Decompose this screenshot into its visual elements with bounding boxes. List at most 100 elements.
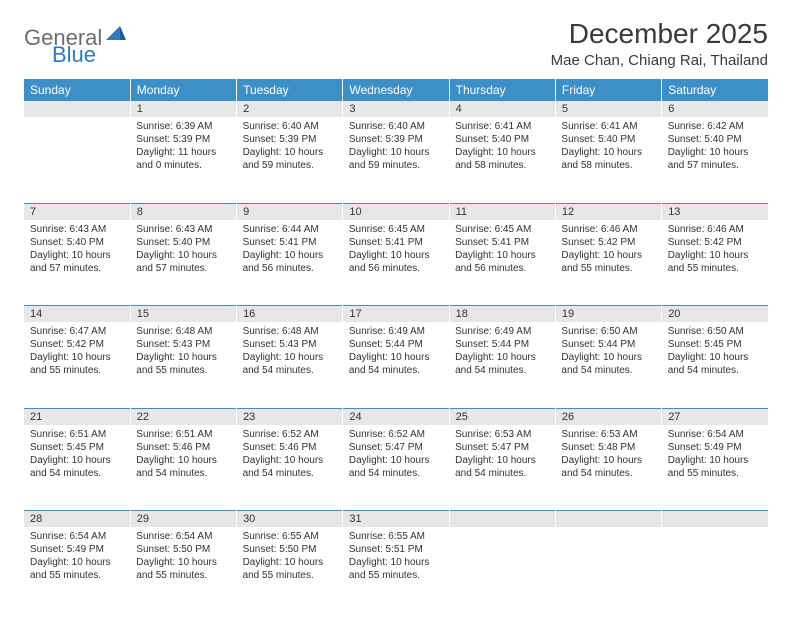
sunrise-text: Sunrise: 6:51 AM (30, 428, 124, 441)
sunrise-text: Sunrise: 6:50 AM (561, 325, 655, 338)
day-number-cell: 18 (449, 306, 555, 323)
sunrise-text: Sunrise: 6:54 AM (136, 530, 230, 543)
sunset-text: Sunset: 5:41 PM (243, 236, 337, 249)
daylight-text: Daylight: 10 hours and 56 minutes. (455, 249, 549, 275)
week-row: Sunrise: 6:39 AMSunset: 5:39 PMDaylight:… (24, 117, 768, 203)
day-cell-content: Sunrise: 6:48 AMSunset: 5:43 PMDaylight:… (237, 322, 343, 383)
day-number-cell (24, 101, 130, 117)
daylight-text: Daylight: 11 hours and 0 minutes. (136, 146, 230, 172)
day-number-cell: 28 (24, 511, 130, 528)
day-cell-content: Sunrise: 6:55 AMSunset: 5:51 PMDaylight:… (343, 527, 449, 588)
sunrise-text: Sunrise: 6:48 AM (243, 325, 337, 338)
day-cell-content: Sunrise: 6:54 AMSunset: 5:49 PMDaylight:… (662, 425, 768, 486)
day-cell-content: Sunrise: 6:55 AMSunset: 5:50 PMDaylight:… (237, 527, 343, 588)
daylight-text: Daylight: 10 hours and 55 minutes. (30, 351, 124, 377)
day-number-cell: 12 (555, 203, 661, 220)
day-cell-content: Sunrise: 6:46 AMSunset: 5:42 PMDaylight:… (555, 220, 661, 281)
day-cell-content: Sunrise: 6:50 AMSunset: 5:45 PMDaylight:… (662, 322, 768, 383)
day-cell-content: Sunrise: 6:43 AMSunset: 5:40 PMDaylight:… (24, 220, 130, 281)
day-cell: Sunrise: 6:50 AMSunset: 5:44 PMDaylight:… (555, 322, 661, 408)
sunrise-text: Sunrise: 6:53 AM (455, 428, 549, 441)
day-number-cell: 14 (24, 306, 130, 323)
daylight-text: Daylight: 10 hours and 54 minutes. (668, 351, 762, 377)
day-number-cell: 10 (343, 203, 449, 220)
sunrise-text: Sunrise: 6:49 AM (455, 325, 549, 338)
day-cell: Sunrise: 6:48 AMSunset: 5:43 PMDaylight:… (237, 322, 343, 408)
title-block: December 2025 Mae Chan, Chiang Rai, Thai… (551, 18, 768, 69)
day-cell-content: Sunrise: 6:45 AMSunset: 5:41 PMDaylight:… (343, 220, 449, 281)
day-cell: Sunrise: 6:43 AMSunset: 5:40 PMDaylight:… (130, 220, 236, 306)
page-header: General December 2025 Mae Chan, Chiang R… (24, 18, 768, 69)
day-cell-content: Sunrise: 6:48 AMSunset: 5:43 PMDaylight:… (130, 322, 236, 383)
weekday-header: Sunday (24, 79, 130, 101)
sunrise-text: Sunrise: 6:50 AM (668, 325, 762, 338)
day-number-cell (555, 511, 661, 528)
week-row: Sunrise: 6:43 AMSunset: 5:40 PMDaylight:… (24, 220, 768, 306)
sunset-text: Sunset: 5:40 PM (136, 236, 230, 249)
day-cell (555, 527, 661, 613)
day-number-cell: 8 (130, 203, 236, 220)
day-cell: Sunrise: 6:52 AMSunset: 5:47 PMDaylight:… (343, 425, 449, 511)
day-cell-content: Sunrise: 6:47 AMSunset: 5:42 PMDaylight:… (24, 322, 130, 383)
sunrise-text: Sunrise: 6:46 AM (561, 223, 655, 236)
daylight-text: Daylight: 10 hours and 55 minutes. (668, 249, 762, 275)
day-number-cell: 1 (130, 101, 236, 117)
day-cell: Sunrise: 6:54 AMSunset: 5:49 PMDaylight:… (24, 527, 130, 613)
daylight-text: Daylight: 10 hours and 54 minutes. (561, 454, 655, 480)
sunset-text: Sunset: 5:39 PM (136, 133, 230, 146)
sunset-text: Sunset: 5:46 PM (243, 441, 337, 454)
sunset-text: Sunset: 5:40 PM (668, 133, 762, 146)
day-cell: Sunrise: 6:45 AMSunset: 5:41 PMDaylight:… (343, 220, 449, 306)
sunrise-text: Sunrise: 6:48 AM (136, 325, 230, 338)
week-row: Sunrise: 6:54 AMSunset: 5:49 PMDaylight:… (24, 527, 768, 613)
day-number-cell: 22 (130, 408, 236, 425)
day-number-cell: 5 (555, 101, 661, 117)
day-number-cell: 26 (555, 408, 661, 425)
day-number-cell: 30 (237, 511, 343, 528)
daylight-text: Daylight: 10 hours and 59 minutes. (243, 146, 337, 172)
day-cell-content: Sunrise: 6:51 AMSunset: 5:45 PMDaylight:… (24, 425, 130, 486)
day-number-cell: 17 (343, 306, 449, 323)
sunset-text: Sunset: 5:51 PM (349, 543, 443, 556)
day-number-cell: 24 (343, 408, 449, 425)
daylight-text: Daylight: 10 hours and 57 minutes. (136, 249, 230, 275)
week-row: Sunrise: 6:51 AMSunset: 5:45 PMDaylight:… (24, 425, 768, 511)
sunset-text: Sunset: 5:44 PM (349, 338, 443, 351)
day-cell: Sunrise: 6:47 AMSunset: 5:42 PMDaylight:… (24, 322, 130, 408)
day-number-cell: 20 (662, 306, 768, 323)
day-cell-content: Sunrise: 6:52 AMSunset: 5:46 PMDaylight:… (237, 425, 343, 486)
sunset-text: Sunset: 5:39 PM (243, 133, 337, 146)
day-number-row: 14151617181920 (24, 306, 768, 323)
sunrise-text: Sunrise: 6:54 AM (30, 530, 124, 543)
sunrise-text: Sunrise: 6:54 AM (668, 428, 762, 441)
weekday-header: Wednesday (343, 79, 449, 101)
day-cell-content: Sunrise: 6:43 AMSunset: 5:40 PMDaylight:… (130, 220, 236, 281)
sunset-text: Sunset: 5:43 PM (136, 338, 230, 351)
day-cell: Sunrise: 6:52 AMSunset: 5:46 PMDaylight:… (237, 425, 343, 511)
logo-text-blue: Blue (52, 42, 96, 67)
sunset-text: Sunset: 5:43 PM (243, 338, 337, 351)
sunset-text: Sunset: 5:47 PM (455, 441, 549, 454)
daylight-text: Daylight: 10 hours and 55 minutes. (30, 556, 124, 582)
daylight-text: Daylight: 10 hours and 58 minutes. (455, 146, 549, 172)
sunset-text: Sunset: 5:48 PM (561, 441, 655, 454)
daylight-text: Daylight: 10 hours and 55 minutes. (349, 556, 443, 582)
day-cell: Sunrise: 6:46 AMSunset: 5:42 PMDaylight:… (555, 220, 661, 306)
sunset-text: Sunset: 5:40 PM (561, 133, 655, 146)
weekday-header: Friday (555, 79, 661, 101)
sunrise-text: Sunrise: 6:49 AM (349, 325, 443, 338)
day-number-cell (449, 511, 555, 528)
sunset-text: Sunset: 5:49 PM (668, 441, 762, 454)
sunset-text: Sunset: 5:46 PM (136, 441, 230, 454)
sunrise-text: Sunrise: 6:44 AM (243, 223, 337, 236)
week-row: Sunrise: 6:47 AMSunset: 5:42 PMDaylight:… (24, 322, 768, 408)
day-cell-content: Sunrise: 6:51 AMSunset: 5:46 PMDaylight:… (130, 425, 236, 486)
day-number-cell: 11 (449, 203, 555, 220)
day-cell: Sunrise: 6:46 AMSunset: 5:42 PMDaylight:… (662, 220, 768, 306)
daylight-text: Daylight: 10 hours and 54 minutes. (243, 351, 337, 377)
day-number-cell: 15 (130, 306, 236, 323)
day-cell: Sunrise: 6:49 AMSunset: 5:44 PMDaylight:… (449, 322, 555, 408)
weekday-header: Saturday (662, 79, 768, 101)
day-cell: Sunrise: 6:51 AMSunset: 5:45 PMDaylight:… (24, 425, 130, 511)
logo-sail-icon (106, 24, 126, 45)
